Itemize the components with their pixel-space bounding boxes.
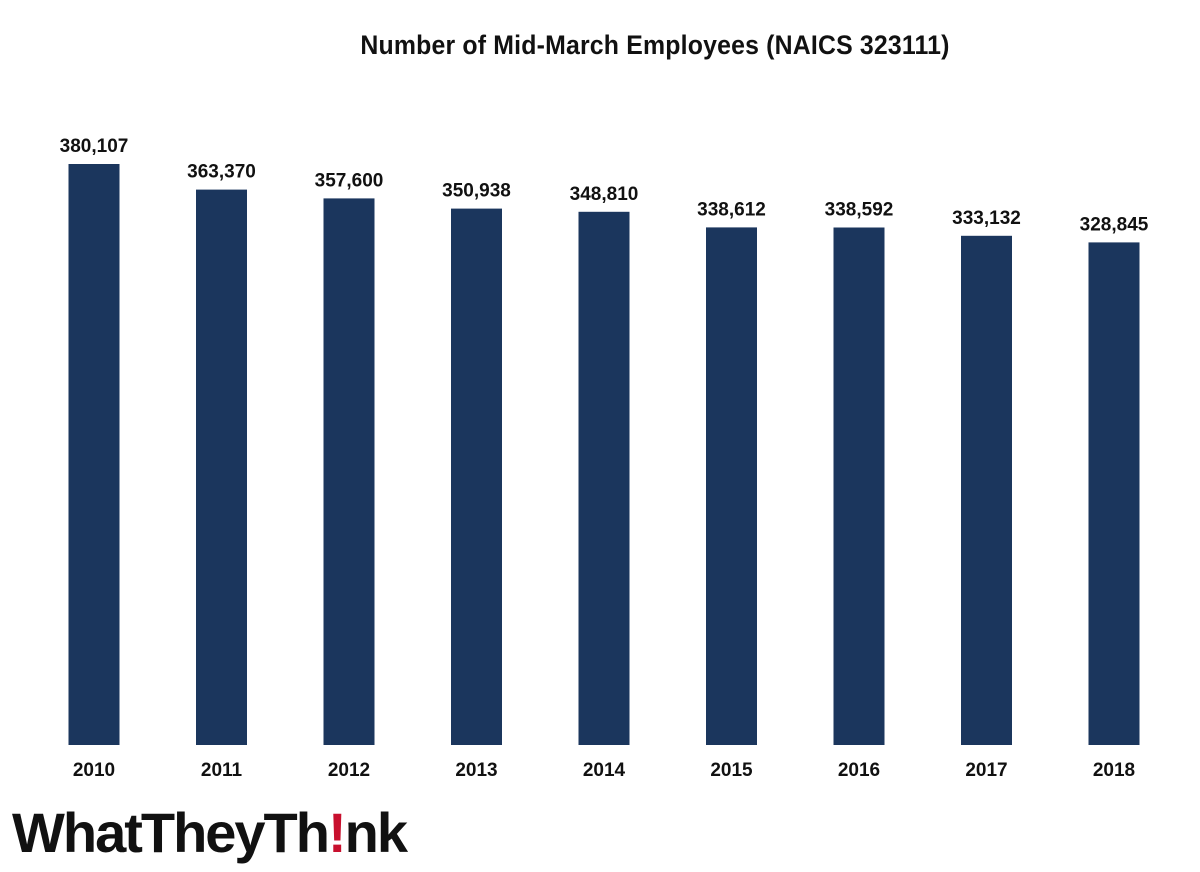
bar-2017: [961, 235, 1012, 746]
x-tick-label-2017: 2017: [965, 760, 1007, 781]
bar-2011: [196, 189, 247, 746]
bar-value-label-2012: 357,600: [315, 170, 384, 191]
bar-2018: [1088, 242, 1140, 745]
bar-2016: [833, 227, 885, 745]
x-tick-label-2014: 2014: [583, 760, 626, 781]
bar-chart: 380,107 363,370 357,600 350,938 348,810 338,6…: [60, 136, 1149, 781]
bar-value-label-2018: 328,845: [1080, 214, 1149, 235]
bar-value-label-2017: 333,132: [952, 208, 1021, 229]
bar-2013: [451, 208, 502, 746]
bar-2014: [578, 211, 630, 746]
bar-value-label-2013: 350,938: [442, 181, 511, 202]
bar-2015: [706, 227, 757, 745]
x-tick-label-2010: 2010: [73, 760, 115, 781]
x-tick-label-2015: 2015: [710, 760, 753, 781]
bar-value-label-2010: 380,107: [60, 136, 129, 157]
x-tick-label-2012: 2012: [328, 760, 370, 781]
x-tick-label-2013: 2013: [455, 760, 497, 781]
bar-value-label-2011: 363,370: [187, 162, 256, 183]
x-tick-label-2016: 2016: [838, 760, 880, 781]
x-tick-label-2011: 2011: [201, 760, 243, 781]
x-axis-tick-labels: 2010 2011 2012 2013 2014 2015 2016 2017 2018: [73, 760, 1135, 781]
bar-value-label-2015: 338,612: [697, 199, 766, 220]
whattheythink-logo: WhatTheyTh!nk: [12, 801, 408, 864]
value-labels-layer: 380,107 363,370 357,600 350,938 348,810 338,6…: [60, 136, 1149, 235]
bar-2010: [68, 164, 120, 745]
chart-title: Number of Mid-March Employees (NAICS 323…: [360, 30, 950, 60]
bars-layer: [68, 164, 1140, 746]
bar-value-label-2014: 348,810: [570, 184, 639, 205]
bar-value-label-2016: 338,592: [825, 200, 894, 221]
bar-2012: [323, 198, 375, 745]
x-tick-label-2018: 2018: [1093, 760, 1135, 781]
